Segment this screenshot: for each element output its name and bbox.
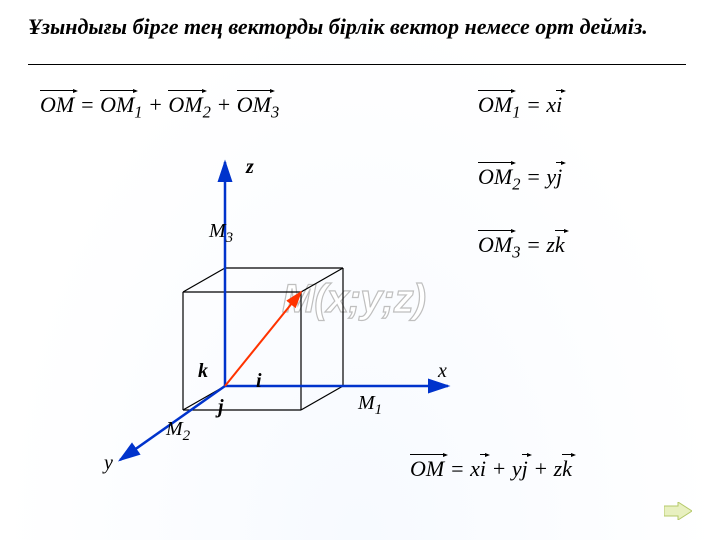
label-y: y: [104, 452, 113, 475]
next-button[interactable]: [664, 502, 692, 520]
label-j: j: [218, 396, 224, 419]
label-m1: M1: [358, 392, 382, 419]
label-m3: M3: [209, 220, 233, 247]
label-x: x: [438, 360, 447, 383]
label-k: k: [198, 360, 208, 383]
label-z: z: [246, 156, 254, 179]
label-m2: M2: [166, 418, 190, 445]
label-i: i: [256, 370, 262, 393]
